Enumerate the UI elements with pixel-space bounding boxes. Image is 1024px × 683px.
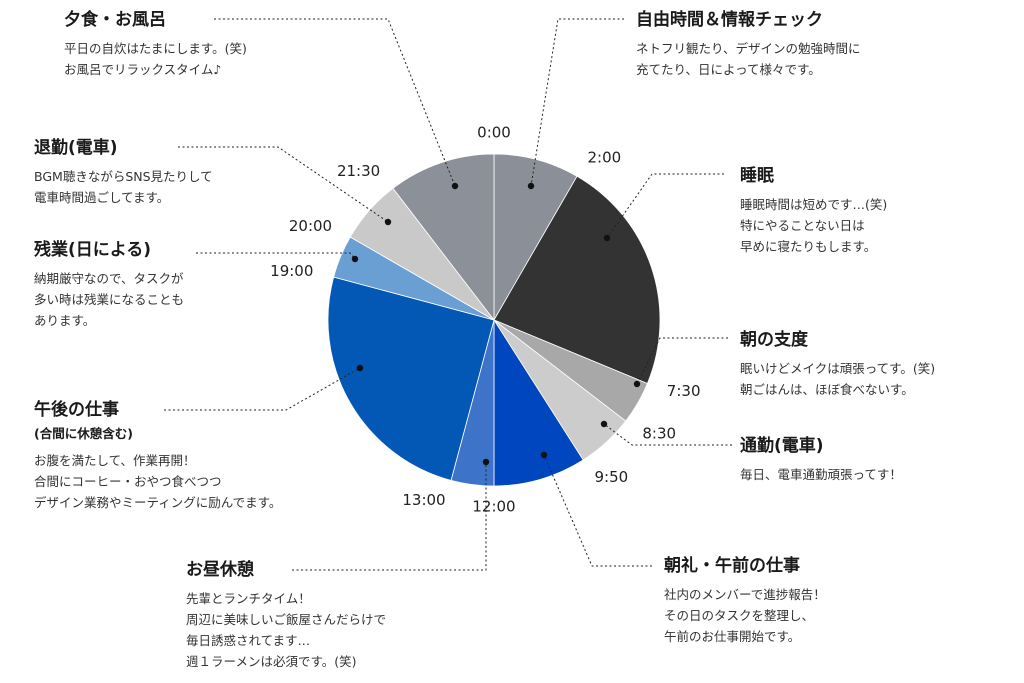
leader-dot-commute (600, 420, 608, 428)
annotation-commute-line: 毎日、電車通勤頑張ってす！ (740, 467, 902, 482)
annotation-morning-work-line: 午前のお仕事開始です。 (664, 629, 801, 644)
tick-label-1300: 13:00 (402, 491, 445, 509)
leader-dot-morning-work (540, 451, 548, 459)
leader-line-lunch (292, 462, 487, 571)
tick-label-2130: 21:30 (337, 162, 380, 180)
leader-lines (164, 18, 732, 571)
annotation-dinner-line: 平日の自炊はたまにします。(笑) (64, 41, 247, 56)
tick-label-1200: 12:00 (472, 498, 515, 516)
annotation-lunch-line: 週１ラーメンは必須です。(笑) (186, 654, 357, 669)
annotation-overtime-body: 納期厳守なので、タスクが 多い時は残業になることも あります。 (34, 268, 184, 331)
annotation-morning-work-body: 社内のメンバーで進捗報告！ その日のタスクを整理し、 午前のお仕事開始です。 (664, 584, 826, 647)
annotation-morning-prep: 朝の支度 眠いけどメイクは頑張ってす。(笑) 朝ごはんは、ほぼ食べないす。 (740, 328, 935, 400)
tick-label-000: 0:00 (477, 124, 511, 142)
leader-line-sleep (606, 173, 724, 239)
annotation-leave-commute-line: 電車時間過ごしてます。 (34, 190, 170, 205)
annotation-leave-commute: 退勤(電車) BGM聴きながらSNS見たりして 電車時間過ごしてます。 (34, 136, 213, 208)
tick-label-730: 7:30 (667, 382, 701, 400)
annotation-overtime-line: あります。 (34, 313, 96, 328)
annotation-overtime-title: 残業(日による) (34, 240, 152, 260)
leader-line-dinner (214, 18, 456, 187)
annotation-dinner-body: 平日の自炊はたまにします。(笑) お風呂でリラックスタイム♪ (64, 38, 247, 80)
annotation-sleep-line: 特にやることない日は (740, 218, 865, 233)
pie-slice-sleep (493, 175, 661, 385)
time-tick-labels: 0:00 2:00 7:30 8:30 9:50 12:00 13:00 19:00 20:00… (270, 124, 700, 516)
annotation-free-time-title: 自由時間＆情報チェック (636, 10, 823, 30)
pie-slices (327, 153, 661, 487)
annotation-commute-body: 毎日、電車通勤頑張ってす！ (740, 464, 902, 485)
annotation-morning-prep-title: 朝の支度 (740, 330, 808, 350)
annotation-morning-work-line: その日のタスクを整理し、 (664, 608, 815, 623)
annotation-overtime: 残業(日による) 納期厳守なので、タスクが 多い時は残業になることも あります。 (34, 238, 184, 331)
tick-label-830: 8:30 (642, 424, 676, 442)
leader-line-leave-commute (178, 146, 389, 223)
annotation-sleep: 睡眠 睡眠時間は短めです…(笑) 特にやることない日は 早めに寝たりもします。 (740, 164, 887, 257)
leader-dot-afternoon-work (356, 364, 364, 372)
annotation-overtime-line: 納期厳守なので、タスクが (34, 271, 184, 286)
pie-slice-morning-work (493, 318, 584, 487)
leader-dot-morning-prep (633, 380, 641, 388)
annotation-free-time-line: ネトフリ観たり、デザインの勉強時間に (636, 41, 861, 56)
tick-label-2000: 20:00 (289, 217, 332, 235)
leader-dot-dinner (451, 182, 459, 190)
pie-slice-free-time (493, 153, 578, 322)
annotation-morning-prep-line: 眠いけどメイクは頑張ってす。(笑) (740, 361, 936, 376)
annotation-commute: 通勤(電車) 毎日、電車通勤頑張ってす！ (740, 434, 902, 485)
leader-dot-free-time (527, 182, 535, 190)
annotation-leave-commute-line: BGM聴きながらSNS見たりして (34, 169, 213, 184)
annotation-lunch-title: お昼休憩 (186, 560, 254, 580)
leader-line-overtime (196, 252, 356, 260)
annotation-commute-title: 通勤(電車) (740, 436, 824, 456)
annotation-overtime-line: 多い時は残業になることも (34, 292, 185, 307)
annotation-afternoon-work: 午後の仕事 (合間に休憩含む) お腹を満たして、作業再開！ 合間にコーヒー・おや… (34, 398, 281, 513)
annotation-lunch-line: 先輩とランチタイム！ (186, 591, 311, 606)
annotation-afternoon-work-line: お腹を満たして、作業再開！ (34, 453, 196, 468)
pie-slice-dinner (392, 153, 495, 322)
annotation-sleep-body: 睡眠時間は短めです…(笑) 特にやることない日は 早めに寝たりもします。 (740, 194, 887, 257)
annotation-afternoon-work-title: 午後の仕事 (34, 400, 119, 420)
annotation-morning-work: 朝礼・午前の仕事 社内のメンバーで進捗報告！ その日のタスクを整理し、 午前のお… (664, 554, 826, 647)
annotation-morning-prep-line: 朝ごはんは、ほぼ食べないす。 (740, 382, 914, 397)
leader-line-commute (603, 423, 732, 446)
annotation-dinner-line: お風呂でリラックスタイム♪ (64, 62, 222, 77)
tick-label-200: 2:00 (588, 149, 622, 167)
tick-label-950: 9:50 (595, 468, 629, 486)
annotation-sleep-title: 睡眠 (740, 166, 774, 186)
tick-label-1900: 19:00 (270, 262, 313, 280)
leader-line-morning-prep (636, 337, 728, 385)
annotation-dinner: 夕食・お風呂 平日の自炊はたまにします。(笑) お風呂でリラックスタイム♪ (64, 8, 247, 80)
annotation-lunch-body: 先輩とランチタイム！ 周辺に美味しいご飯屋さんだらけで 毎日誘惑されてます… 週… (186, 588, 386, 672)
annotation-lunch: お昼休憩 先輩とランチタイム！ 周辺に美味しいご飯屋さんだらけで 毎日誘惑されて… (186, 558, 386, 672)
annotation-morning-work-line: 社内のメンバーで進捗報告！ (664, 587, 826, 602)
annotation-morning-work-title: 朝礼・午前の仕事 (664, 556, 800, 576)
leader-dot-leave-commute (384, 218, 392, 226)
pie-slice-afternoon-work (327, 276, 495, 481)
leader-dot-overtime (351, 255, 359, 263)
annotation-dinner-title: 夕食・お風呂 (64, 10, 166, 30)
annotation-free-time: 自由時間＆情報チェック ネトフリ観たり、デザインの勉強時間に 充てたり、日によっ… (636, 8, 861, 80)
leader-dot-sleep (603, 234, 611, 242)
leader-line-afternoon-work (164, 367, 361, 411)
annotation-sleep-line: 早めに寝たりもします。 (740, 239, 877, 254)
annotation-afternoon-work-line: デザイン業務やミーティングに励んでます。 (34, 495, 282, 510)
annotation-sleep-line: 睡眠時間は短めです…(笑) (740, 197, 888, 212)
annotation-lunch-line: 毎日誘惑されてます… (186, 633, 311, 648)
annotation-afternoon-work-line: 合間にコーヒー・おやつ食べつつ (34, 474, 222, 489)
annotation-afternoon-work-body: お腹を満たして、作業再開！ 合間にコーヒー・おやつ食べつつ デザイン業務やミーテ… (34, 450, 281, 513)
annotation-lunch-line: 周辺に美味しいご飯屋さんだらけで (186, 612, 387, 627)
annotation-morning-prep-body: 眠いけどメイクは頑張ってす。(笑) 朝ごはんは、ほぼ食べないす。 (740, 358, 935, 400)
annotation-free-time-line: 充てたり、日によって様々です。 (636, 62, 821, 77)
leader-dot-lunch (482, 458, 490, 466)
annotation-afternoon-work-subtitle: (合間に休憩含む) (34, 426, 133, 441)
annotation-free-time-body: ネトフリ観たり、デザインの勉強時間に 充てたり、日によって様々です。 (636, 38, 861, 80)
annotation-leave-commute-title: 退勤(電車) (34, 138, 118, 158)
leader-line-morning-work (543, 454, 652, 567)
annotation-leave-commute-body: BGM聴きながらSNS見たりして 電車時間過ごしてます。 (34, 166, 213, 208)
